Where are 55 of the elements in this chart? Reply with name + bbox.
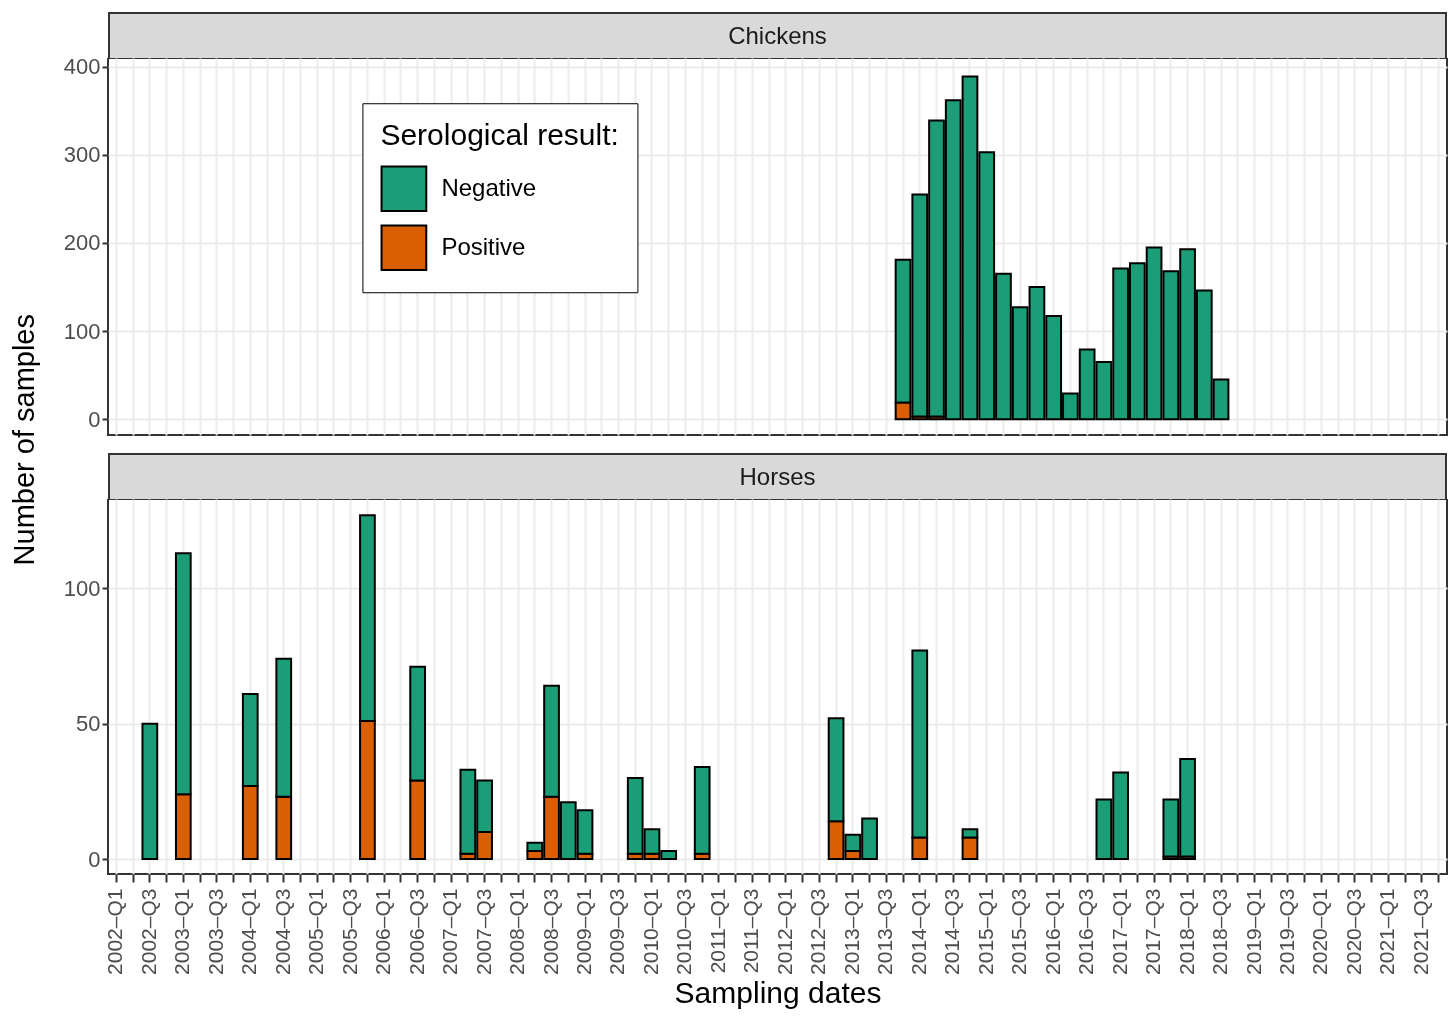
legend-title: Serological result: <box>380 118 619 152</box>
x-tick-label: 2013–Q3 <box>873 888 897 975</box>
x-tick-label: 2018–Q1 <box>1174 888 1198 975</box>
x-tick-label: 2006–Q3 <box>404 888 428 975</box>
x-tick-label: 2019–Q3 <box>1274 888 1298 975</box>
x-tick-label: 2005–Q3 <box>337 888 361 975</box>
y-tick-label: 50 <box>76 711 101 737</box>
x-tick-label: 2011–Q1 <box>705 888 729 974</box>
x-tick-label: 2009–Q3 <box>605 888 629 975</box>
x-tick-label: 2011–Q3 <box>739 888 763 974</box>
y-tick-label: 400 <box>63 54 101 80</box>
y-tick-label: 100 <box>63 575 101 601</box>
x-tick-label: 2017–Q3 <box>1141 888 1165 975</box>
x-tick-label: 2010–Q1 <box>638 888 662 975</box>
x-tick-label: 2006–Q1 <box>371 888 395 975</box>
x-tick-label: 2016–Q3 <box>1074 888 1098 975</box>
legend-label: Positive <box>441 232 526 260</box>
x-tick-label: 2019–Q1 <box>1241 888 1265 975</box>
x-tick-label: 2020–Q3 <box>1341 888 1365 975</box>
y-axis-title: Number of samples <box>7 314 41 566</box>
x-tick-label: 2010–Q3 <box>672 888 696 975</box>
y-tick-label: 0 <box>88 406 101 432</box>
chart-title: Chickens <box>108 12 1447 58</box>
x-tick-label: 2004–Q3 <box>270 888 294 975</box>
x-tick-label: 2005–Q1 <box>304 888 328 975</box>
y-tick-label: 300 <box>63 142 101 168</box>
y-tick-label: 0 <box>88 846 101 872</box>
x-tick-label: 2007–Q3 <box>471 888 495 975</box>
x-tick-label: 2018–Q3 <box>1208 888 1232 975</box>
x-tick-label: 2008–Q1 <box>505 888 529 975</box>
y-tick-label: 100 <box>63 318 101 344</box>
x-tick-label: 2021–Q3 <box>1408 888 1432 975</box>
x-tick-label: 2003–Q1 <box>170 888 194 975</box>
x-tick-label: 2012–Q1 <box>772 888 796 975</box>
x-tick-label: 2021–Q1 <box>1375 888 1399 975</box>
x-tick-label: 2009–Q1 <box>572 888 596 975</box>
x-tick-label: 2014–Q3 <box>940 888 964 975</box>
x-tick-label: 2008–Q3 <box>538 888 562 975</box>
x-tick-label: 2017–Q1 <box>1107 888 1131 975</box>
x-axis-title: Sampling dates <box>674 975 882 1009</box>
y-tick-label: 200 <box>63 230 101 256</box>
x-tick-label: 2004–Q1 <box>237 888 261 975</box>
chart-title: Horses <box>108 453 1447 499</box>
x-tick-label: 2015–Q3 <box>1007 888 1031 975</box>
x-tick-label: 2020–Q1 <box>1308 888 1332 975</box>
x-tick-label: 2013–Q1 <box>839 888 863 975</box>
x-tick-label: 2003–Q3 <box>203 888 227 975</box>
x-tick-label: 2016–Q1 <box>1040 888 1064 975</box>
x-tick-label: 2012–Q3 <box>806 888 830 975</box>
x-tick-label: 2002–Q3 <box>136 888 160 975</box>
x-tick-label: 2015–Q1 <box>973 888 997 975</box>
x-tick-label: 2002–Q1 <box>103 888 127 975</box>
x-tick-label: 2007–Q1 <box>438 888 462 975</box>
x-tick-label: 2014–Q1 <box>906 888 930 975</box>
legend-label: Negative <box>441 173 537 201</box>
